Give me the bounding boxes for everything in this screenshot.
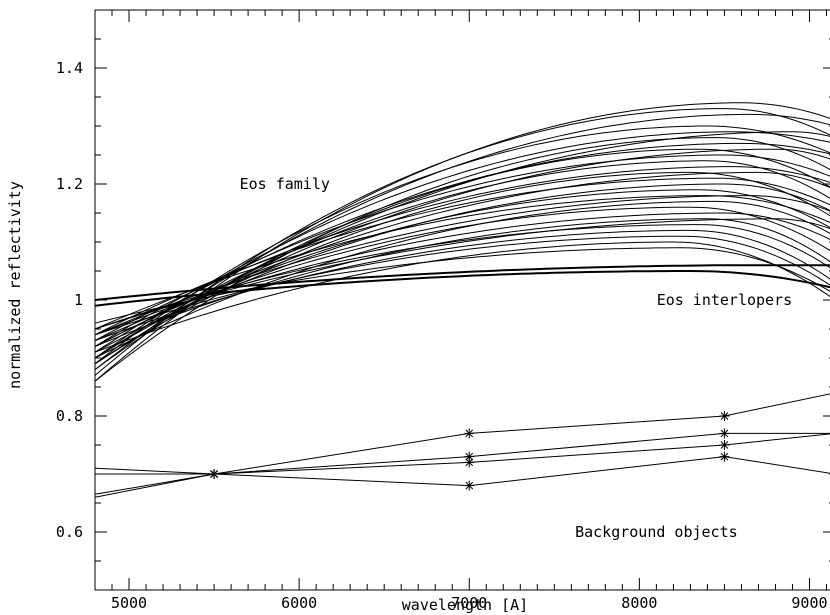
eos-family-spectrum — [94, 247, 830, 324]
asterisk-marker — [719, 428, 730, 439]
eos-family-spectrum — [94, 148, 830, 359]
eos-family-spectrum — [94, 171, 830, 347]
annotation-label: Eos family — [240, 175, 330, 193]
x-tick-labels: 5000 6000 7000 8000 9000 — [111, 594, 828, 612]
asterisk-marker — [209, 469, 220, 479]
eos-family-spectrum — [94, 160, 830, 359]
x-tick-label: 9000 — [791, 594, 827, 612]
eos-interloper-spectrum — [94, 264, 830, 301]
y-axis-title: normalized reflectivity — [6, 181, 24, 389]
asterisk-marker — [464, 428, 475, 439]
asterisk-marker — [719, 451, 730, 462]
y-tick-label: 1.4 — [56, 59, 83, 77]
x-axis-title: wavelength [A] — [402, 596, 528, 614]
asterisk-marker — [464, 457, 475, 468]
x-tick-label: 5000 — [111, 594, 147, 612]
y-tick-label: 0.6 — [56, 523, 83, 541]
eos-family-spectrum — [94, 113, 830, 370]
eos-family-spectrum — [94, 177, 830, 336]
asterisk-marker — [464, 451, 475, 462]
eos-family-spectrum — [94, 218, 830, 330]
background-object-curves — [94, 393, 830, 498]
y-tick-label: 1.2 — [56, 175, 83, 193]
eos-family-spectrum — [94, 224, 830, 330]
eos-family-spectrum — [94, 206, 830, 342]
eos-family-spectrum — [94, 212, 830, 336]
asterisk-marker — [719, 440, 730, 450]
eos-family-spectrum — [94, 229, 830, 342]
asterisk-marker — [464, 480, 475, 491]
eos-family-spectrum — [94, 218, 830, 347]
background-object-spectrum — [95, 432, 830, 475]
eos-family-spectrum — [94, 125, 830, 365]
x-tick-label: 8000 — [621, 594, 657, 612]
annotation-label: Eos interlopers — [657, 291, 792, 309]
eos-family-spectrum — [94, 166, 830, 342]
eos-family-spectrum — [94, 137, 830, 382]
eos-family-curves — [94, 102, 830, 382]
annotations: Eos family Eos interlopers Background obje… — [240, 175, 793, 541]
x-tick-label: 7000 — [451, 594, 487, 612]
y-tick-label: 0.8 — [56, 407, 83, 425]
y-tick-labels: 0.6 0.8 1 1.2 1.4 — [56, 59, 83, 541]
eos-interloper-curves — [94, 264, 830, 307]
eos-interloper-spectrum — [94, 270, 830, 307]
x-tick-label: 6000 — [281, 594, 317, 612]
tick-marks — [94, 9, 830, 591]
y-tick-label: 1 — [74, 291, 83, 309]
asterisk-marker — [719, 411, 730, 421]
eos-family-spectrum — [94, 235, 830, 336]
background-object-spectrum — [94, 456, 830, 487]
annotation-label: Background objects — [575, 523, 738, 541]
eos-family-spectrum — [94, 200, 830, 359]
eos-family-spectrum — [94, 131, 830, 359]
eos-family-spectrum — [94, 241, 830, 353]
